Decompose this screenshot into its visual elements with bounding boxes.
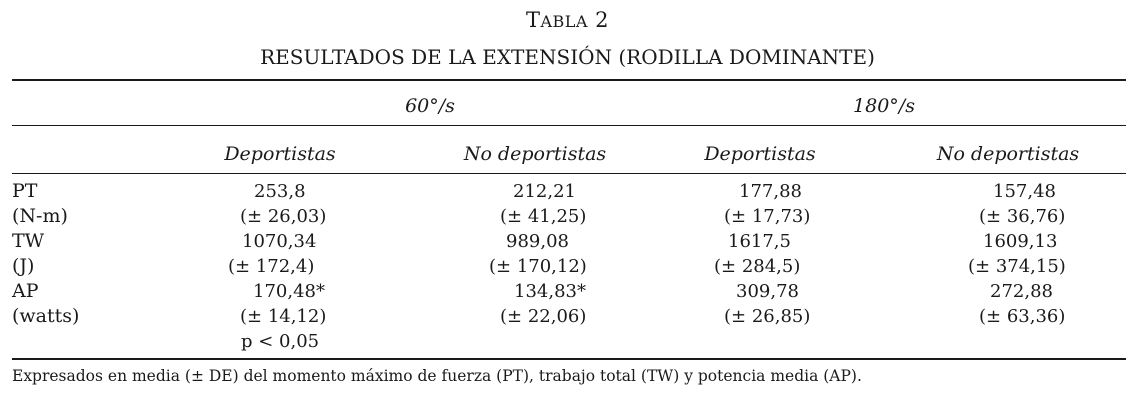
speed-header-60: 60°/s (405, 95, 455, 117)
table-cell: (± 170,12) (489, 256, 587, 277)
table-title: RESULTADOS DE LA EXTENSIÓN (RODILLA DOMI… (260, 45, 875, 69)
body-divider (12, 173, 1126, 174)
table-footnote: Expresados en media (± DE) del momento m… (12, 367, 862, 385)
table-cell: 1609,13 (983, 231, 1058, 252)
table-cell: (± 22,06) (500, 306, 587, 327)
p-value-note: p < 0,05 (241, 331, 320, 352)
table-cell: (± 172,4) (228, 256, 315, 277)
group-header-no-deportistas-180: No deportistas (936, 143, 1080, 165)
group-header-deportistas-180: Deportistas (704, 143, 816, 165)
table-cell: 170,48* (253, 281, 325, 302)
table-cell: (± 26,03) (240, 206, 327, 227)
table-cell: (± 36,76) (979, 206, 1066, 227)
row-label-ap-unit: (watts) (12, 305, 80, 327)
table-cell: (± 14,12) (240, 306, 327, 327)
row-label-pt-unit: (N-m) (12, 205, 68, 227)
row-label-tw: TW (12, 230, 45, 252)
table-cell: (± 41,25) (500, 206, 587, 227)
speed-header-180: 180°/s (853, 95, 915, 117)
table-cell: 253,8 (254, 181, 306, 202)
group-header-no-deportistas-60: No deportistas (463, 143, 607, 165)
table-number: TABLA 2 (525, 8, 610, 32)
header-divider (12, 125, 1126, 126)
table-cell: 134,83* (514, 281, 586, 302)
table-cell: 157,48 (993, 181, 1056, 202)
table-cell: (± 374,15) (968, 256, 1066, 277)
group-header-deportistas-60: Deportistas (224, 143, 336, 165)
table-cell: 212,21 (513, 181, 576, 202)
table-cell: 309,78 (736, 281, 799, 302)
table-cell: (± 17,73) (724, 206, 811, 227)
table-cell: 272,88 (990, 281, 1053, 302)
table-cell: (± 284,5) (714, 256, 801, 277)
top-rule (12, 79, 1126, 81)
row-label-ap: AP (12, 280, 39, 302)
table-cell: 1617,5 (728, 231, 791, 252)
row-label-tw-unit: (J) (12, 255, 35, 277)
table-cell: 177,88 (739, 181, 802, 202)
row-label-pt: PT (12, 180, 38, 202)
table-cell: 1070,34 (242, 231, 317, 252)
table-cell: (± 26,85) (724, 306, 811, 327)
bottom-rule (12, 358, 1126, 360)
table-cell: 989,08 (506, 231, 569, 252)
table-cell: (± 63,36) (979, 306, 1066, 327)
